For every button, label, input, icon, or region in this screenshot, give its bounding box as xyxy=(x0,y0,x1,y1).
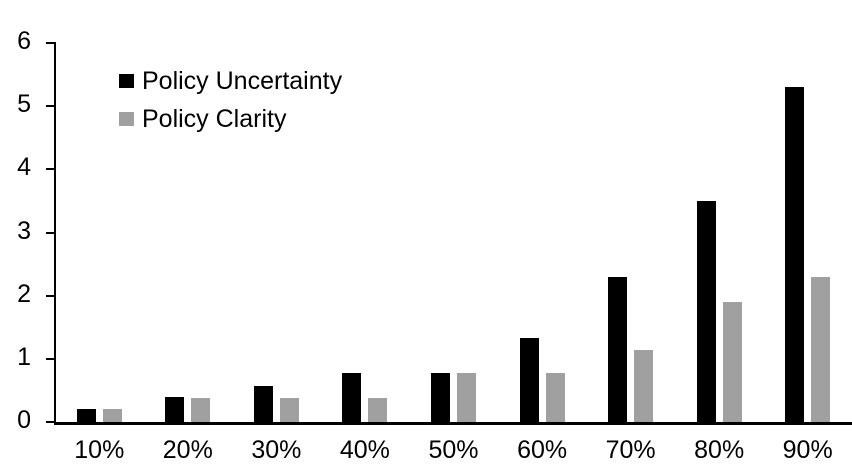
bar-policy-clarity-70% xyxy=(634,350,654,422)
y-axis-tick xyxy=(46,231,55,234)
x-axis-label: 40% xyxy=(339,436,390,464)
y-axis-line xyxy=(54,42,56,423)
y-axis-tick xyxy=(46,105,55,108)
bar-policy-clarity-90% xyxy=(811,276,831,422)
bar-policy-uncertainty-60% xyxy=(519,338,539,422)
y-axis-tick xyxy=(46,294,55,297)
bar-policy-clarity-50% xyxy=(457,373,476,422)
bar-policy-clarity-80% xyxy=(722,302,742,422)
x-axis-label: 50% xyxy=(428,436,479,464)
bar-policy-uncertainty-50% xyxy=(431,372,450,422)
bar-policy-uncertainty-20% xyxy=(165,396,185,422)
bar-policy-uncertainty-90% xyxy=(785,87,805,422)
y-axis-label: 5 xyxy=(17,90,31,119)
x-axis-label: 70% xyxy=(605,436,656,464)
x-axis-label: 20% xyxy=(162,436,213,464)
bar-policy-clarity-30% xyxy=(279,398,299,422)
y-axis-label: 2 xyxy=(17,279,31,308)
x-axis-label: 90% xyxy=(782,436,833,464)
legend-item-policy-clarity: Policy Clarity xyxy=(119,100,342,138)
x-axis-label: 30% xyxy=(251,436,302,464)
bar-policy-uncertainty-70% xyxy=(608,276,628,422)
bar-policy-uncertainty-80% xyxy=(696,200,716,422)
x-axis-label: 60% xyxy=(517,436,568,464)
y-axis-label: 1 xyxy=(17,342,31,371)
bar-policy-clarity-40% xyxy=(368,398,388,422)
y-axis-label: 4 xyxy=(17,153,31,182)
y-axis-label: 3 xyxy=(17,216,31,245)
bar-policy-clarity-10% xyxy=(102,409,122,422)
y-axis-label: 6 xyxy=(17,27,31,55)
legend-label-policy-clarity: Policy Clarity xyxy=(142,104,287,133)
bar-policy-clarity-60% xyxy=(545,373,565,422)
legend-swatch-policy-clarity xyxy=(119,112,134,126)
y-axis-tick xyxy=(46,357,55,360)
legend: Policy Uncertainty Policy Clarity xyxy=(119,62,342,138)
legend-item-policy-uncertainty: Policy Uncertainty xyxy=(119,62,342,100)
bar-policy-uncertainty-10% xyxy=(76,409,96,422)
bar-policy-uncertainty-40% xyxy=(342,373,362,422)
y-axis-tick xyxy=(46,168,55,171)
x-axis-line xyxy=(54,422,852,425)
y-axis-tick xyxy=(46,42,55,44)
legend-swatch-policy-uncertainty xyxy=(119,74,134,88)
legend-label-policy-uncertainty: Policy Uncertainty xyxy=(142,66,343,95)
x-axis-label: 80% xyxy=(694,436,745,464)
y-axis-label: 0 xyxy=(17,406,31,434)
bar-policy-clarity-20% xyxy=(191,398,211,422)
x-axis-label: 10% xyxy=(74,436,125,464)
y-axis-tick xyxy=(46,421,55,423)
bar-policy-uncertainty-30% xyxy=(253,386,273,422)
